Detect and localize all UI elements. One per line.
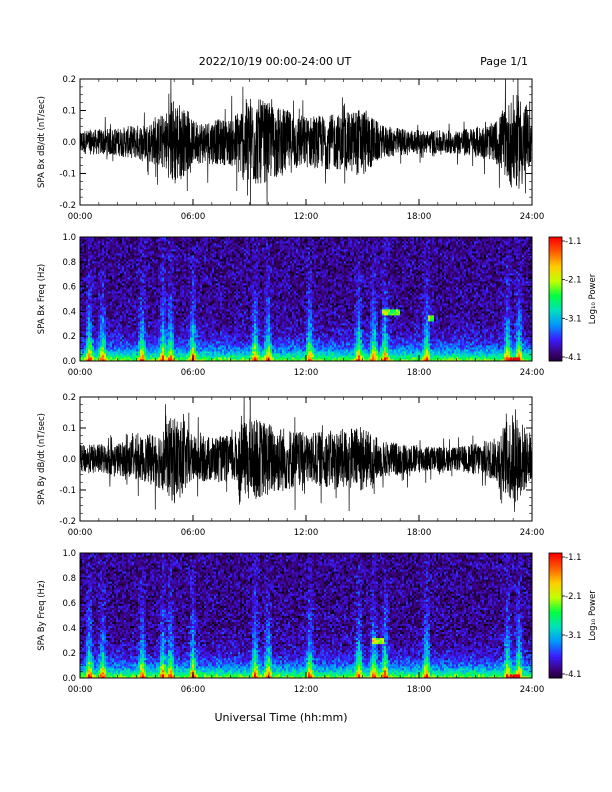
y-tick-label: -0.2 <box>59 201 76 211</box>
x-tick-label: 00:00 <box>68 685 93 695</box>
y-tick-label: 0.0 <box>62 674 76 684</box>
colorbar-tick-label: -3.1 <box>565 314 582 324</box>
panel-by-timeseries: 00:00 06:00 12:00 18:00 24:00 0.2 0.1 0.0 -0.1 -0… <box>37 382 544 538</box>
x-tick-label: 06:00 <box>181 528 206 538</box>
y-tick-label: 1.0 <box>62 233 76 243</box>
y-axis-label: SPA Bx dB/dt (nT/sec) <box>37 96 47 188</box>
y-tick-label: 0.2 <box>62 332 76 342</box>
y-tick-label: -0.2 <box>59 517 76 527</box>
x-tick-label: 06:00 <box>181 685 206 695</box>
x-tick-label: 12:00 <box>294 528 319 538</box>
x-axis-label: Universal Time (hh:mm) <box>215 711 348 724</box>
colorbar-tick-label: -2.1 <box>565 276 582 286</box>
x-tick-label: 18:00 <box>407 212 432 222</box>
y-tick-label: 0.8 <box>62 574 76 584</box>
x-tick-label: 06:00 <box>181 212 206 222</box>
series-line <box>80 55 532 208</box>
y-tick-label: 0.2 <box>62 393 76 403</box>
y-tick-label: 0.4 <box>62 307 76 317</box>
y-tick-label: 0.2 <box>62 75 76 85</box>
y-tick-label: 0.0 <box>62 138 76 148</box>
colorbar-label: Log₁₀ Power <box>588 590 598 641</box>
y-tick-label: 0.8 <box>62 258 76 268</box>
spectrogram-image <box>80 237 532 361</box>
y-tick-label: 1.0 <box>62 549 76 559</box>
x-tick-label: 06:00 <box>181 368 206 378</box>
y-tick-label: 0.6 <box>62 599 76 609</box>
y-axis-label: SPA By Freq (Hz) <box>37 580 47 650</box>
colorbar-tick-label: -1.1 <box>565 553 582 563</box>
y-tick-label: -0.1 <box>59 486 76 496</box>
y-tick-label: 0.0 <box>62 455 76 465</box>
colorbar-tick-label: -3.1 <box>565 631 582 641</box>
x-tick-label: 12:00 <box>294 212 319 222</box>
figure: 2022/10/19 00:00-24:00 UT Page 1/1 00:00… <box>0 0 612 792</box>
panel-bx-timeseries: 00:00 06:00 12:00 18:00 24:00 0.2 0.1 0.0 -0.1 -0… <box>37 55 544 222</box>
date-range-title: 2022/10/19 00:00-24:00 UT <box>199 55 352 68</box>
x-tick-label: 12:00 <box>294 368 319 378</box>
x-tick-label: 00:00 <box>68 212 93 222</box>
y-tick-label: -0.1 <box>59 170 76 180</box>
y-tick-label: 0.1 <box>62 107 76 117</box>
colorbar-tick-label: -2.1 <box>565 592 582 602</box>
x-tick-label: 24:00 <box>520 212 545 222</box>
y-tick-label: 0.2 <box>62 649 76 659</box>
x-tick-label: 24:00 <box>520 528 545 538</box>
x-tick-label: 12:00 <box>294 685 319 695</box>
y-tick-label: 0.4 <box>62 624 76 634</box>
x-tick-label: 24:00 <box>520 368 545 378</box>
x-tick-label: 00:00 <box>68 528 93 538</box>
colorbar-tick-label: -1.1 <box>565 237 582 247</box>
y-tick-label: 0.1 <box>62 424 76 434</box>
y-tick-label: 0.6 <box>62 283 76 293</box>
panel-by-spectrogram: -1.1 -2.1 -3.1 -4.1 Log₁₀ Power 00:00 06:00 12:… <box>37 549 598 695</box>
x-tick-label: 18:00 <box>407 528 432 538</box>
colorbar-tick-label: -4.1 <box>565 670 582 680</box>
x-tick-label: 18:00 <box>407 368 432 378</box>
y-axis-label: SPA By dB/dt (nT/sec) <box>37 413 47 505</box>
x-tick-label: 00:00 <box>68 368 93 378</box>
x-tick-label: 18:00 <box>407 685 432 695</box>
colorbar-tick-label: -4.1 <box>565 353 582 363</box>
colorbar-label: Log₁₀ Power <box>588 273 598 324</box>
page-number: Page 1/1 <box>480 55 528 68</box>
y-tick-label: 0.0 <box>62 357 76 367</box>
y-axis-label: SPA Bx Freq (Hz) <box>37 264 47 334</box>
x-tick-label: 24:00 <box>520 685 545 695</box>
panel-bx-spectrogram: -1.1 -2.1 -3.1 -4.1 Log₁₀ Power 00:00 06:00 12:… <box>37 233 598 378</box>
spectrogram-image <box>80 553 532 678</box>
